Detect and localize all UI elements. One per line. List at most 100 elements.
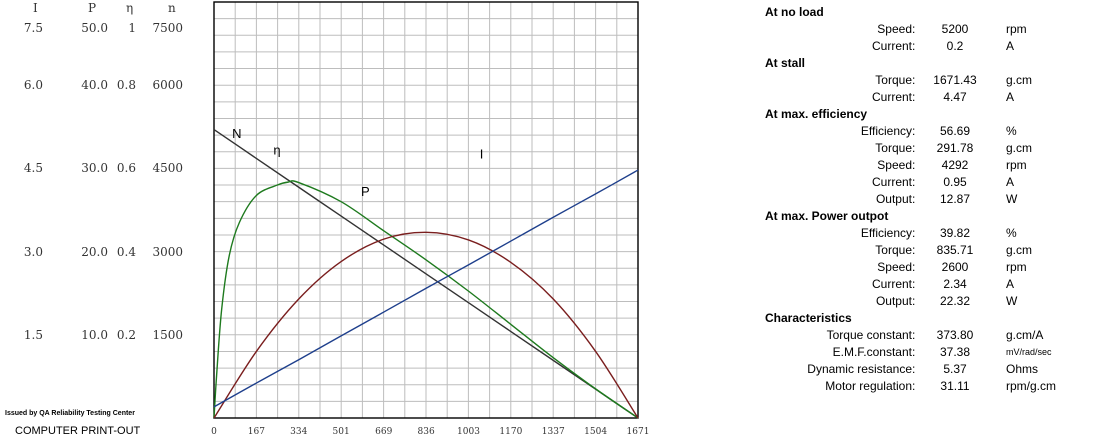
axis-tick-n: 4500 xyxy=(152,161,183,176)
spec-value: 4292 xyxy=(941,158,969,172)
series-line-n xyxy=(213,128,639,419)
axis-tick-P: 40.0 xyxy=(81,78,108,93)
axis-tick-I: 3.0 xyxy=(23,244,43,259)
spec-label: Dynamic resistance xyxy=(807,362,912,376)
axis-tick-n: 1500 xyxy=(152,327,183,342)
spec-label: Current xyxy=(871,39,912,53)
spec-label: Output xyxy=(875,192,912,206)
spec-value: 22.32 xyxy=(939,294,971,308)
spec-colon: : xyxy=(912,345,916,359)
x-tick-label: 1003 xyxy=(457,427,480,437)
spec-colon: : xyxy=(912,226,916,240)
axis-tick-I: 6.0 xyxy=(23,78,43,93)
series-line-I xyxy=(213,169,639,408)
issued-by-note: Issued by QA Reliability Testing Center xyxy=(5,410,135,417)
spec-value: 5200 xyxy=(941,22,969,36)
spec-unit: g.cm xyxy=(1006,243,1033,257)
spec-label: Torque xyxy=(875,141,912,155)
spec-colon: : xyxy=(912,192,916,206)
spec-unit: Ohms xyxy=(1006,362,1039,376)
spec-value: 4.47 xyxy=(943,90,967,104)
spec-unit: g.cm/A xyxy=(1006,328,1044,342)
spec-label: Efficiency xyxy=(860,124,912,138)
spec-label: Torque xyxy=(875,243,912,257)
spec-label: Speed xyxy=(877,22,912,36)
spec-panel: At no load Speed: 5200 rpm Current: 0.2 A At st… xyxy=(760,0,1090,440)
axis-tick-eta: 0.6 xyxy=(116,161,136,176)
spec-value: 0.2 xyxy=(946,39,964,53)
spec-label: Output xyxy=(875,294,912,308)
curve-label: P xyxy=(361,184,370,199)
axis-tick-I: 4.5 xyxy=(23,161,43,176)
spec-label: Current xyxy=(871,277,912,291)
axis-header-I: I xyxy=(33,1,38,15)
spec-value: 835.71 xyxy=(936,243,974,257)
spec-label: Current xyxy=(871,175,912,189)
spec-colon: : xyxy=(912,141,916,155)
axis-tick-P: 50.0 xyxy=(81,21,108,35)
axis-tick-n: 6000 xyxy=(152,78,183,93)
spec-label: Torque constant xyxy=(826,328,912,342)
spec-value: 12.87 xyxy=(939,192,971,206)
axis-header-eta: η xyxy=(126,1,134,15)
section-title: At max. Power outpot xyxy=(765,209,889,223)
spec-colon: : xyxy=(912,243,916,257)
spec-unit: rpm/g.cm xyxy=(1006,379,1057,393)
axis-tick-I: 1.5 xyxy=(23,327,43,342)
spec-value: 5.37 xyxy=(943,362,967,376)
section-title: At no load xyxy=(765,5,824,19)
spec-colon: : xyxy=(912,260,916,274)
spec-colon: : xyxy=(912,277,916,291)
left-axis-labels: I 1.5 3.0 4.5 6.0 7.5 P 10.0 20.0 30.0 40.0 50.0 η 0.… xyxy=(0,0,215,440)
spec-value: 2.34 xyxy=(943,277,967,291)
motor-performance-chart: 0 167 334 501 669 836 1003 1170 1337 1504 1671 Nη P I xyxy=(211,1,649,437)
spec-unit: W xyxy=(1006,192,1018,206)
spec-label: Speed xyxy=(877,158,912,172)
x-tick-label: 1170 xyxy=(499,427,522,437)
spec-colon: : xyxy=(912,22,916,36)
axis-tick-P: 10.0 xyxy=(81,327,108,342)
x-tick-label: 334 xyxy=(290,427,307,437)
series-line-P xyxy=(213,231,639,419)
spec-unit: mV/rad/sec xyxy=(1006,347,1052,357)
spec-unit: A xyxy=(1006,277,1015,291)
axis-tick-n: 3000 xyxy=(152,244,183,259)
x-tick-label: 501 xyxy=(333,427,350,437)
spec-value: 0.95 xyxy=(943,175,967,189)
spec-colon: : xyxy=(912,294,916,308)
axis-tick-P: 20.0 xyxy=(81,244,108,259)
spec-label: Motor regulation xyxy=(825,379,912,393)
spec-value: 1671.43 xyxy=(933,73,977,87)
spec-label: Speed xyxy=(877,260,912,274)
spec-unit: A xyxy=(1006,39,1015,53)
spec-unit: g.cm xyxy=(1006,141,1033,155)
spec-value: 31.11 xyxy=(940,379,970,393)
spec-unit: % xyxy=(1006,124,1017,138)
spec-label: Current xyxy=(871,90,912,104)
spec-colon: : xyxy=(912,158,916,172)
curve-label: I xyxy=(480,146,484,161)
spec-unit: A xyxy=(1006,175,1015,189)
spec-unit: rpm xyxy=(1006,158,1027,172)
x-tick-label: 167 xyxy=(248,427,265,437)
spec-colon: : xyxy=(912,328,916,342)
spec-colon: : xyxy=(912,362,916,376)
spec-value: 39.82 xyxy=(939,226,971,240)
computer-printout-label: COMPUTER PRINT-OUT xyxy=(15,425,141,437)
spec-colon: : xyxy=(912,175,916,189)
series-line-eta xyxy=(213,180,639,419)
axis-tick-eta: 1 xyxy=(128,21,136,35)
section-title: At max. efficiency xyxy=(765,107,868,121)
axis-header-n: n xyxy=(168,1,176,15)
spec-value: 56.69 xyxy=(939,124,971,138)
spec-colon: : xyxy=(912,73,916,87)
spec-unit: % xyxy=(1006,226,1017,240)
spec-value: 37.38 xyxy=(939,345,971,359)
axis-tick-n: 7500 xyxy=(152,21,183,35)
spec-label: Efficiency xyxy=(860,226,912,240)
axis-tick-eta: 0.2 xyxy=(116,327,136,342)
spec-value: 373.80 xyxy=(936,328,974,342)
axis-tick-I: 7.5 xyxy=(23,21,43,35)
plot-frame xyxy=(213,1,639,419)
spec-unit: rpm xyxy=(1006,260,1027,274)
